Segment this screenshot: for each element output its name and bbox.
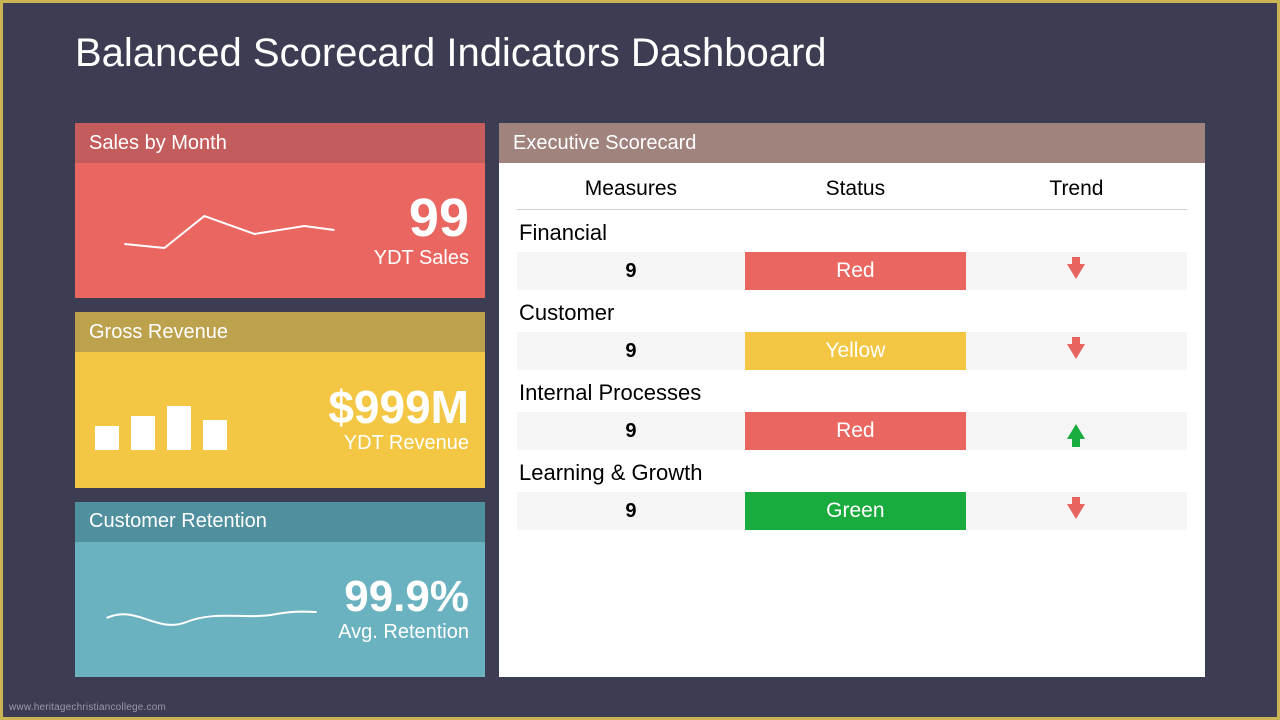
status-badge: Red	[745, 412, 966, 450]
revenue-metric: $999M YDT Revenue	[318, 384, 469, 455]
retention-value: 99.9%	[338, 575, 469, 619]
arrow-up-icon	[1067, 424, 1085, 439]
card-revenue-body: $999M YDT Revenue	[75, 352, 485, 487]
card-retention-head: Customer Retention	[75, 502, 485, 542]
status-badge: Yellow	[745, 332, 966, 370]
sales-metric: 99 YDT Sales	[364, 191, 469, 270]
card-retention: Customer Retention 99.9% Avg. Retention	[75, 502, 485, 677]
sales-value: 99	[374, 191, 469, 245]
retention-value-label: Avg. Retention	[338, 621, 469, 644]
section-label: Learning & Growth	[517, 458, 1187, 492]
scorecard-section: Financial9Red	[517, 210, 1187, 290]
card-sales-head: Sales by Month	[75, 123, 485, 163]
trend-cell	[966, 252, 1187, 290]
revenue-value-label: YDT Revenue	[328, 432, 469, 455]
section-label: Internal Processes	[517, 378, 1187, 412]
scorecard-section: Internal Processes9Red	[517, 370, 1187, 450]
sales-sparkline	[95, 196, 364, 266]
arrow-down-icon	[1067, 264, 1085, 279]
card-sales-body: 99 YDT Sales	[75, 163, 485, 298]
scorecard-section: Learning & Growth9Green	[517, 450, 1187, 530]
measure-value: 9	[517, 412, 745, 450]
col-status: Status	[745, 177, 966, 201]
trend-cell	[966, 492, 1187, 530]
bar	[167, 406, 191, 450]
measure-value: 9	[517, 492, 745, 530]
measure-value: 9	[517, 332, 745, 370]
scorecard-sections: Financial9RedCustomer9YellowInternal Pro…	[517, 210, 1187, 530]
card-revenue-head: Gross Revenue	[75, 312, 485, 352]
card-sales: Sales by Month 99 YDT Sales	[75, 123, 485, 298]
left-column: Sales by Month 99 YDT Sales Gross Revenu…	[75, 123, 485, 677]
bar	[95, 426, 119, 450]
section-row: 9Green	[517, 492, 1187, 530]
status-badge: Red	[745, 252, 966, 290]
retention-metric: 99.9% Avg. Retention	[328, 575, 469, 644]
sales-value-label: YDT Sales	[374, 247, 469, 270]
trend-cell	[966, 332, 1187, 370]
section-label: Customer	[517, 298, 1187, 332]
status-badge: Green	[745, 492, 966, 530]
col-measures: Measures	[517, 177, 745, 201]
scorecard-head: Executive Scorecard	[499, 123, 1205, 163]
scorecard-columns: Measures Status Trend	[517, 171, 1187, 210]
card-retention-body: 99.9% Avg. Retention	[75, 542, 485, 677]
measure-value: 9	[517, 252, 745, 290]
page-title: Balanced Scorecard Indicators Dashboard	[3, 3, 1277, 76]
arrow-down-icon	[1067, 344, 1085, 359]
revenue-value: $999M	[328, 384, 469, 430]
trend-cell	[966, 412, 1187, 450]
section-label: Financial	[517, 218, 1187, 252]
retention-sparkline	[95, 574, 328, 644]
revenue-bars	[95, 390, 318, 450]
bar	[203, 420, 227, 450]
card-revenue: Gross Revenue $999M YDT Revenue	[75, 312, 485, 487]
section-row: 9Red	[517, 252, 1187, 290]
section-row: 9Yellow	[517, 332, 1187, 370]
col-trend: Trend	[966, 177, 1187, 201]
executive-scorecard: Executive Scorecard Measures Status Tren…	[499, 123, 1205, 677]
section-row: 9Red	[517, 412, 1187, 450]
scorecard-section: Customer9Yellow	[517, 290, 1187, 370]
scorecard-body: Measures Status Trend Financial9RedCusto…	[499, 163, 1205, 677]
arrow-down-icon	[1067, 504, 1085, 519]
dashboard-grid: Sales by Month 99 YDT Sales Gross Revenu…	[75, 123, 1205, 677]
bar	[131, 416, 155, 450]
watermark: www.heritagechristiancollege.com	[9, 702, 166, 713]
